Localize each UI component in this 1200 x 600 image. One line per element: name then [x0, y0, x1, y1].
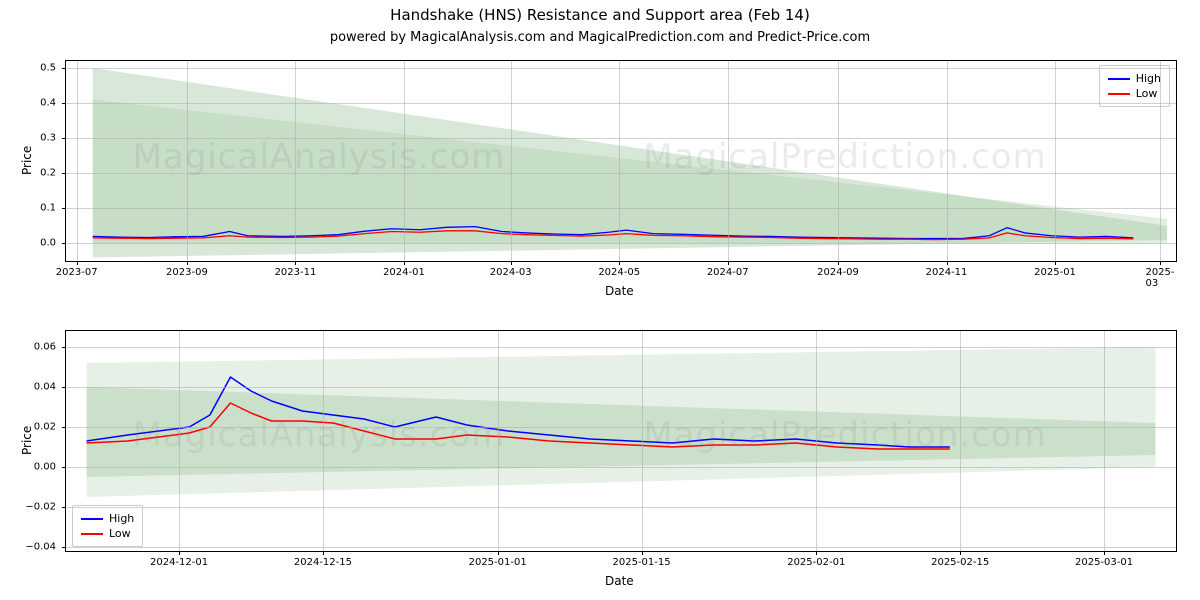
xtick-label: 2024-01 — [383, 267, 425, 278]
xtick-label: 2024-07 — [707, 267, 749, 278]
xtick-label: 2023-07 — [56, 267, 98, 278]
xtick-label: 2023-09 — [166, 267, 208, 278]
xtick-label: 2024-12-15 — [294, 557, 352, 568]
legend-label-high: High — [1136, 72, 1161, 85]
xtick-label: 2025-02-01 — [787, 557, 845, 568]
xtick-label: 2024-12-01 — [150, 557, 208, 568]
ytick-label: 0.00 — [16, 462, 56, 473]
axes-top: High Low 0.00.10.20.30.40.52023-072023-0… — [65, 60, 1177, 262]
ytick-label: 0.5 — [16, 63, 56, 74]
ytick-label: 0.1 — [16, 203, 56, 214]
xtick-label: 2024-11 — [926, 267, 968, 278]
plot-top — [66, 61, 1176, 261]
ytick-label: 0.4 — [16, 98, 56, 109]
legend-swatch-high — [1108, 78, 1130, 80]
ytick-label: 0.3 — [16, 133, 56, 144]
ytick-label: 0.0 — [16, 238, 56, 249]
xtick-label: 2025-01-15 — [612, 557, 670, 568]
ylabel-bottom: Price — [20, 426, 34, 455]
legend-label-high: High — [109, 512, 134, 525]
xlabel-top: Date — [605, 284, 634, 298]
legend-bottom: High Low — [72, 505, 143, 547]
xtick-label: 2025-02-15 — [931, 557, 989, 568]
legend-swatch-low — [1108, 93, 1130, 95]
xtick-label: 2025-01 — [1034, 267, 1076, 278]
figure: Handshake (HNS) Resistance and Support a… — [0, 0, 1200, 600]
chart-title: Handshake (HNS) Resistance and Support a… — [0, 6, 1200, 24]
xtick-label: 2024-05 — [598, 267, 640, 278]
plot-bottom — [66, 331, 1176, 551]
legend-swatch-low — [81, 533, 103, 535]
legend-row-high: High — [1108, 72, 1161, 85]
legend-row-low: Low — [81, 527, 134, 540]
legend-swatch-high — [81, 518, 103, 520]
xtick-label: 2025-03 — [1145, 267, 1174, 289]
xtick-label: 2024-09 — [817, 267, 859, 278]
legend-row-low: Low — [1108, 87, 1161, 100]
axes-bottom: High Low −0.04−0.020.000.020.040.062024-… — [65, 330, 1177, 552]
legend-row-high: High — [81, 512, 134, 525]
ytick-label: −0.02 — [16, 502, 56, 513]
ytick-label: 0.04 — [16, 382, 56, 393]
xtick-label: 2025-03-01 — [1075, 557, 1133, 568]
ytick-label: 0.06 — [16, 342, 56, 353]
legend-label-low: Low — [1136, 87, 1158, 100]
xlabel-bottom: Date — [605, 574, 634, 588]
chart-subtitle: powered by MagicalAnalysis.com and Magic… — [0, 30, 1200, 45]
ylabel-top: Price — [20, 146, 34, 175]
xtick-label: 2025-01-01 — [469, 557, 527, 568]
xtick-label: 2023-11 — [275, 267, 317, 278]
legend-label-low: Low — [109, 527, 131, 540]
ytick-label: −0.04 — [16, 542, 56, 553]
xtick-label: 2024-03 — [490, 267, 532, 278]
